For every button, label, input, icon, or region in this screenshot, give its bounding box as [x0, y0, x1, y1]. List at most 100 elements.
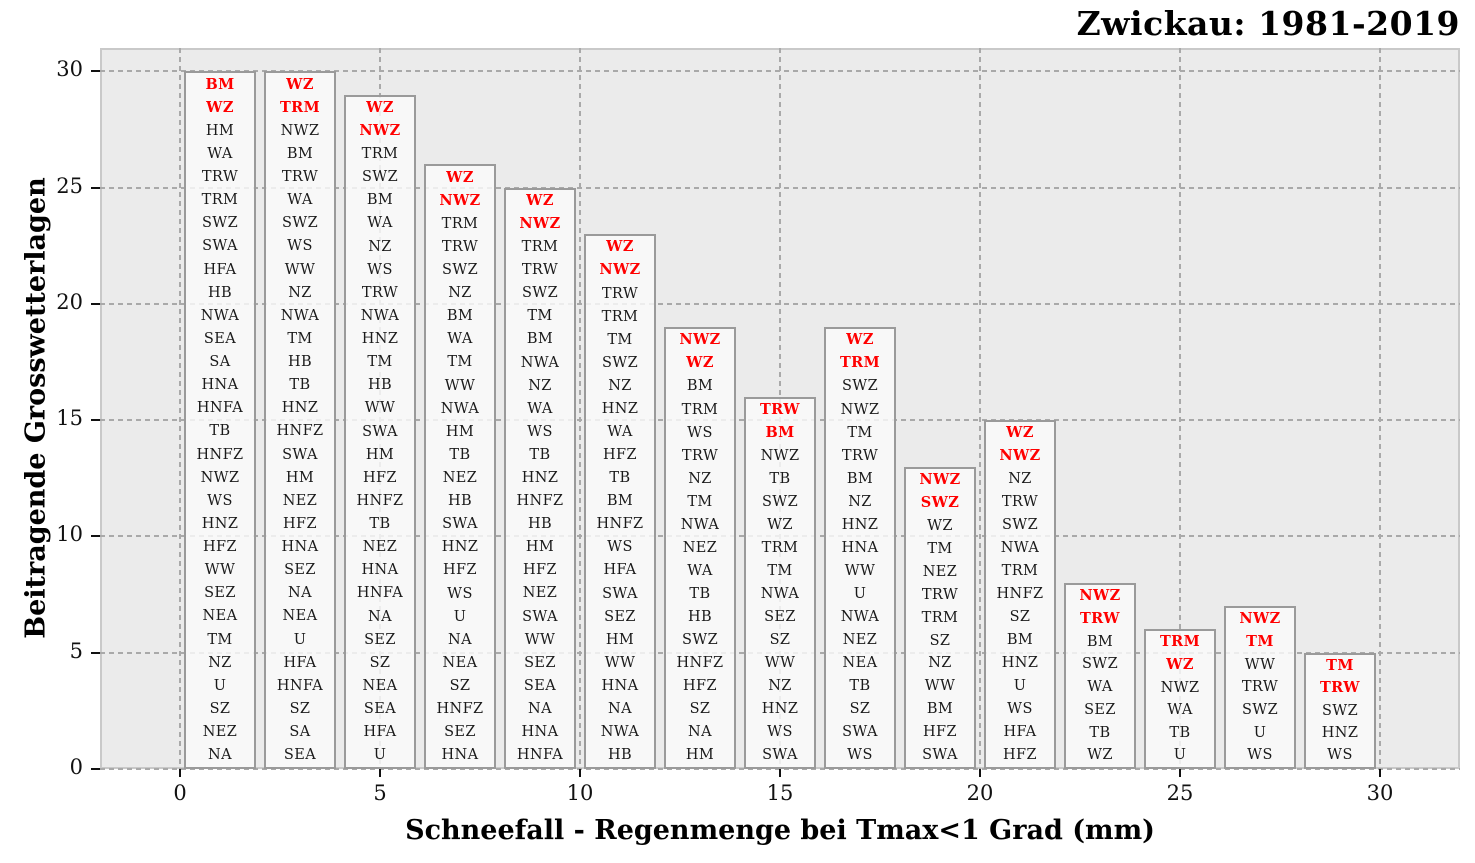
gwl-slot: HNA — [586, 675, 654, 698]
gwl-label: NWA — [680, 516, 720, 533]
gwl-slot: TB — [1146, 722, 1214, 745]
bar: NWZ SWZ WZ TM NEZ TRW TRM SZ NZ WW BM HFZ SWA — [904, 466, 976, 769]
gwl-label: WA — [687, 562, 713, 579]
gwl-slot: BM — [986, 629, 1054, 652]
gwl-slot: WA — [1066, 676, 1134, 699]
x-tick-mark — [979, 769, 981, 777]
y-tick-mark — [91, 651, 100, 654]
gwl-label: NEA — [202, 608, 238, 625]
gwl-slot: HM — [186, 120, 254, 143]
gwl-slot: TRW — [186, 166, 254, 189]
gwl-slot: SZ — [426, 675, 494, 698]
gwl-label: NWA — [280, 307, 320, 324]
gwl-label: HB — [287, 354, 313, 371]
bar: BM WZ HM WA TRW TRM SWZ SWA HFA HB NWA SEA SA HNA HNFA… — [184, 71, 256, 769]
gwl-label: WW — [924, 678, 956, 695]
gridline-vertical — [1379, 48, 1381, 769]
gwl-slot: BM — [906, 698, 974, 721]
gwl-label: TB — [209, 423, 231, 440]
gwl-slot: HNFA — [186, 397, 254, 420]
gwl-slot: NWZ — [666, 329, 734, 352]
gwl-label: TM — [927, 540, 953, 557]
gwl-slot: SWZ — [346, 166, 414, 189]
gwl-slot: WW — [586, 651, 654, 674]
gwl-slot: WW — [906, 675, 974, 698]
gwl-slot: HM — [586, 628, 654, 651]
gwl-slot: WS — [826, 744, 894, 767]
gwl-label: TRM — [441, 215, 479, 232]
gwl-slot: NEA — [346, 675, 414, 698]
gwl-slot: TM — [1306, 655, 1374, 677]
gwl-slot: SWZ — [266, 212, 334, 235]
gwl-slot: NEZ — [266, 490, 334, 513]
gwl-slot: NA — [186, 744, 254, 767]
gwl-label: HB — [607, 747, 633, 764]
gwl-label: BM — [1006, 632, 1034, 649]
gwl-label: NWA — [440, 400, 480, 417]
gwl-slot: WZ — [346, 97, 414, 120]
gwl-slot: U — [1226, 722, 1294, 745]
gwl-label: HFA — [363, 724, 397, 741]
gwl-label: SEZ — [524, 654, 556, 671]
gwl-label: WW — [1244, 656, 1276, 673]
gwl-label: HB — [687, 608, 713, 625]
gwl-slot: NEZ — [346, 536, 414, 559]
gwl-slot: BM — [666, 375, 734, 398]
gwl-label: NEA — [442, 654, 478, 671]
gwl-slot: WZ — [826, 329, 894, 352]
gwl-slot: NWZ — [586, 259, 654, 282]
gwl-slot: NWZ — [1066, 585, 1134, 608]
gwl-slot: SEZ — [746, 606, 814, 629]
gwl-label: TB — [769, 471, 791, 488]
gwl-slot: SWZ — [426, 259, 494, 282]
gwl-slot: WA — [666, 560, 734, 583]
gwl-slot: HNZ — [826, 513, 894, 536]
gwl-label: NWA — [760, 586, 800, 603]
bar: TRM WZ NWZ WA TB U — [1144, 629, 1216, 769]
gwl-label: SZ — [689, 701, 711, 718]
gwl-label: SA — [289, 724, 311, 741]
y-tick-mark — [91, 302, 100, 305]
gwl-slot: WZ — [186, 96, 254, 119]
gwl-label-highlighted: NWZ — [1079, 587, 1121, 605]
gwl-label: WS — [447, 585, 473, 602]
gwl-slot: WW — [506, 628, 574, 651]
gwl-label: NWA — [1000, 540, 1040, 557]
gwl-slot: SEA — [346, 698, 414, 721]
gwl-label: HNFA — [196, 400, 244, 417]
gwl-slot: NWZ — [746, 445, 814, 468]
gwl-slot: NZ — [586, 375, 654, 398]
gwl-label: WW — [844, 562, 876, 579]
gwl-label-highlighted: TRM — [839, 354, 881, 372]
gwl-label: NWA — [600, 723, 640, 740]
bar: WZ NWZ TRW TRM TM SWZ NZ HNZ WA HFZ TB BM HNFZ WS HFA S… — [584, 234, 656, 769]
gwl-slot: WZ — [1146, 654, 1214, 677]
gwl-slot: HFA — [346, 721, 414, 744]
gwl-label: SZ — [849, 701, 871, 718]
gwl-slot: WZ — [506, 190, 574, 213]
gwl-label: NEZ — [842, 631, 878, 648]
gwl-label: HNZ — [761, 701, 799, 718]
gwl-label: HFZ — [283, 515, 317, 532]
gwl-label: SEZ — [444, 724, 476, 741]
gwl-label: HNZ — [1321, 725, 1359, 742]
gwl-slot: WS — [266, 235, 334, 258]
gwl-label-highlighted: BM — [765, 424, 795, 442]
gwl-slot: WZ — [266, 73, 334, 96]
gwl-slot: NWA — [746, 583, 814, 606]
gwl-label: HNZ — [841, 516, 879, 533]
gwl-slot: SZ — [746, 629, 814, 652]
gwl-label: HNA — [841, 539, 879, 556]
gwl-label: NZ — [368, 238, 392, 255]
gwl-slot: WZ — [986, 422, 1054, 445]
gwl-slot: HFA — [586, 559, 654, 582]
gwl-slot: TRM — [506, 236, 574, 259]
gwl-slot: WS — [1226, 744, 1294, 767]
gwl-slot: NEZ — [186, 721, 254, 744]
gwl-slot: WS — [426, 582, 494, 605]
gwl-label: WS — [207, 492, 233, 509]
gwl-label: U — [373, 747, 387, 764]
gwl-slot: SZ — [906, 629, 974, 652]
gwl-label: WS — [767, 724, 793, 741]
gwl-label: TRW — [921, 586, 959, 603]
